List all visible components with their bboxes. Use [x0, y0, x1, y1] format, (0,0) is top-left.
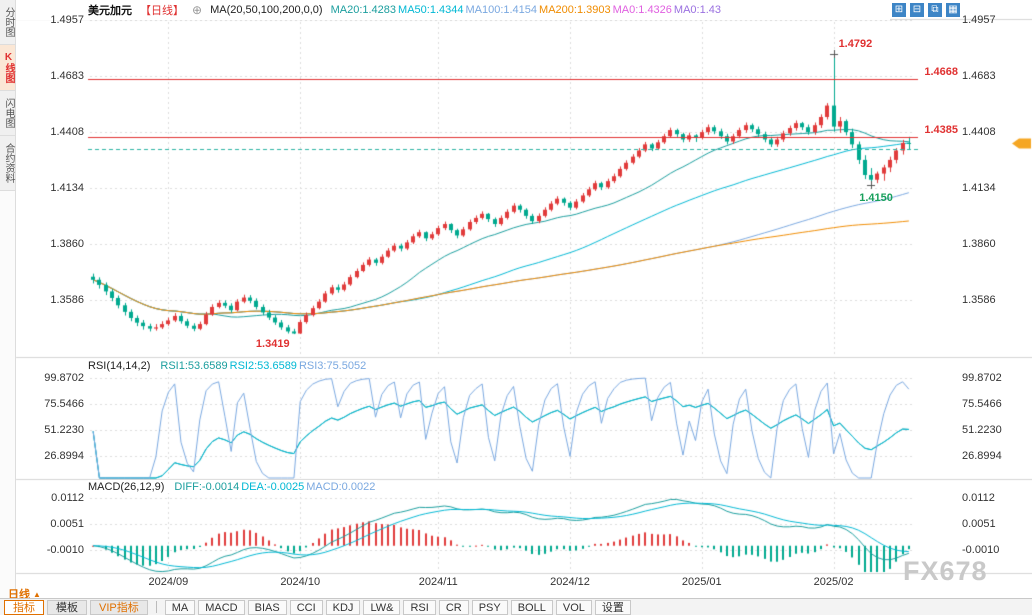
macd-legend-item: DEA:-0.0025: [241, 480, 305, 493]
sidebar: 分时图 K线图 闪电图 合约资料: [0, 0, 16, 598]
indicator-button[interactable]: MA: [164, 599, 196, 615]
ma-legend: MA20:1.4283 MA50:1.4344 MA100:1.4154 MA200:…: [331, 4, 723, 16]
layout-grid-icon[interactable]: ⊞: [892, 3, 906, 17]
ma-legend-item: MA200:1.3903: [539, 4, 611, 16]
ma-legend-item: MA20:1.4283: [330, 4, 397, 16]
rsi-legend-item: RSI2:53.6589: [229, 359, 297, 372]
toolbar-tab[interactable]: VIP指标: [90, 599, 148, 615]
ma-legend-item: MA0:1.43: [673, 4, 722, 16]
macd-legend: DIFF:-0.0014 DEA:-0.0025 MACD:0.0022: [174, 481, 377, 493]
ma-legend-item: MA100:1.4154: [465, 4, 538, 16]
period-label: 【日线】: [140, 5, 184, 17]
indicator-button[interactable]: BOLL: [510, 599, 553, 615]
chevron-up-icon: ▲: [33, 589, 41, 599]
macd-legend-item: DIFF:-0.0014: [174, 480, 240, 493]
indicator-settings-icon[interactable]: ⊕: [192, 3, 203, 17]
sidebar-tab-contract-info[interactable]: 合约资料: [0, 136, 15, 191]
symbol-title: 美元加元: [88, 5, 132, 17]
ma-legend-item: MA50:1.4344: [398, 4, 464, 16]
toolbar-tab[interactable]: 指标: [4, 599, 44, 615]
rsi-legend: RSI1:53.6589 RSI2:53.6589 RSI3:75.5052: [160, 360, 368, 372]
layout-rows-icon[interactable]: ⊟: [910, 3, 924, 17]
indicator-button[interactable]: VOL: [555, 599, 592, 615]
rsi-legend-item: RSI3:75.5052: [298, 359, 367, 372]
macd-header: MACD(26,12,9) DIFF:-0.0014 DEA:-0.0025 MAC…: [88, 480, 378, 493]
chart-layout-icons: ⊞ ⊟ ⧉ ▦: [892, 3, 960, 17]
bottom-toolbar: 指标 模板 VIP指标 MA MACD BIAS CCI KDJ LW& RSI CR PSY BOLL…: [0, 598, 1032, 615]
indicator-button[interactable]: CR: [438, 599, 469, 615]
indicator-button[interactable]: RSI: [403, 599, 436, 615]
rsi-legend-item: RSI1:53.6589: [160, 359, 228, 372]
maximize-icon[interactable]: ▦: [946, 3, 960, 17]
indicator-button[interactable]: 设置: [594, 599, 631, 615]
toolbar-separator: [155, 601, 157, 613]
layout-columns-icon[interactable]: ⧉: [928, 3, 942, 17]
macd-title: MACD(26,12,9): [88, 480, 165, 493]
sidebar-tab-time-chart[interactable]: 分时图: [0, 0, 15, 45]
sidebar-tab-lightning-chart[interactable]: 闪电图: [0, 91, 15, 136]
rsi-title: RSI(14,14,2): [88, 359, 151, 372]
indicator-button[interactable]: MACD: [198, 599, 245, 615]
indicator-button[interactable]: PSY: [471, 599, 508, 615]
ma-settings-label: MA(20,50,100,200,0,0): [210, 4, 323, 16]
toolbar-tab[interactable]: 模板: [47, 599, 87, 615]
indicator-button[interactable]: KDJ: [325, 599, 361, 615]
rsi-header: RSI(14,14,2) RSI1:53.6589 RSI2:53.6589 RSI…: [88, 359, 369, 372]
chart-header: 美元加元 【日线】 ⊕ MA(20,50,100,200,0,0) MA20:1…: [16, 0, 890, 20]
macd-legend-item: MACD:0.0022: [306, 480, 376, 493]
sidebar-tab-kline-chart[interactable]: K线图: [0, 45, 15, 91]
indicator-button[interactable]: CCI: [289, 599, 323, 615]
ma-legend-item: MA0:1.4326: [612, 4, 672, 16]
indicator-button[interactable]: LW&: [363, 599, 401, 615]
indicator-button[interactable]: BIAS: [247, 599, 287, 615]
